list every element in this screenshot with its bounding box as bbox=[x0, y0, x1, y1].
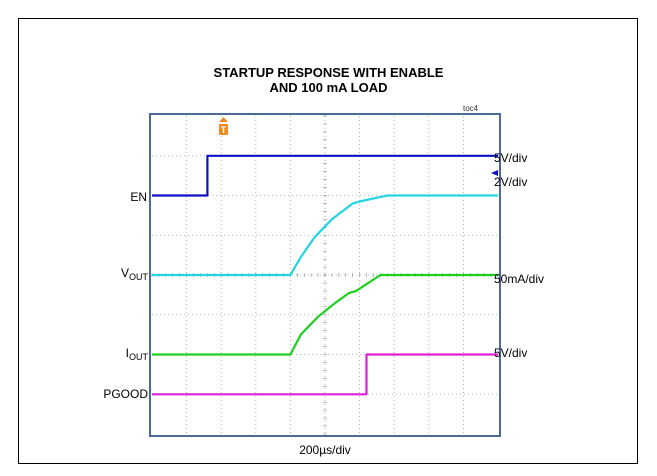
label-iout: IOUT bbox=[92, 346, 148, 364]
chart-title-line1: STARTUP RESPONSE WITH ENABLE bbox=[213, 65, 444, 80]
trace-vout bbox=[152, 194, 498, 277]
label-vout-sub: OUT bbox=[129, 272, 148, 282]
label-pgood: PGOOD bbox=[103, 387, 148, 401]
trace-iout bbox=[152, 273, 498, 356]
scale-vout: 2V/div bbox=[494, 175, 528, 189]
figure-tag: toc4 bbox=[463, 104, 479, 113]
scale-en: 5V/div bbox=[494, 151, 528, 165]
label-iout-sub: OUT bbox=[129, 352, 148, 362]
trace-pgood bbox=[152, 353, 498, 396]
scale-iout: 50mA/div bbox=[494, 272, 545, 286]
traces bbox=[152, 154, 498, 396]
x-axis-label: 200µs/div bbox=[299, 443, 351, 457]
trace-en bbox=[152, 154, 498, 197]
trigger-marker: T bbox=[219, 117, 228, 135]
label-vout: VOUT bbox=[92, 266, 148, 284]
label-iout-main: I bbox=[125, 346, 129, 360]
trigger-marker-label: T bbox=[221, 125, 227, 135]
chart-title-line2: AND 100 mA LOAD bbox=[269, 80, 388, 95]
level-arrow-icon bbox=[491, 170, 498, 176]
chart-title: STARTUP RESPONSE WITH ENABLE AND 100 mA … bbox=[0, 65, 657, 95]
label-en: EN bbox=[130, 190, 147, 204]
scale-pgood: 5V/div bbox=[494, 346, 528, 360]
label-vout-main: V bbox=[120, 266, 129, 280]
trigger-marker-box bbox=[219, 124, 228, 135]
trigger-marker-arrow bbox=[219, 117, 228, 122]
